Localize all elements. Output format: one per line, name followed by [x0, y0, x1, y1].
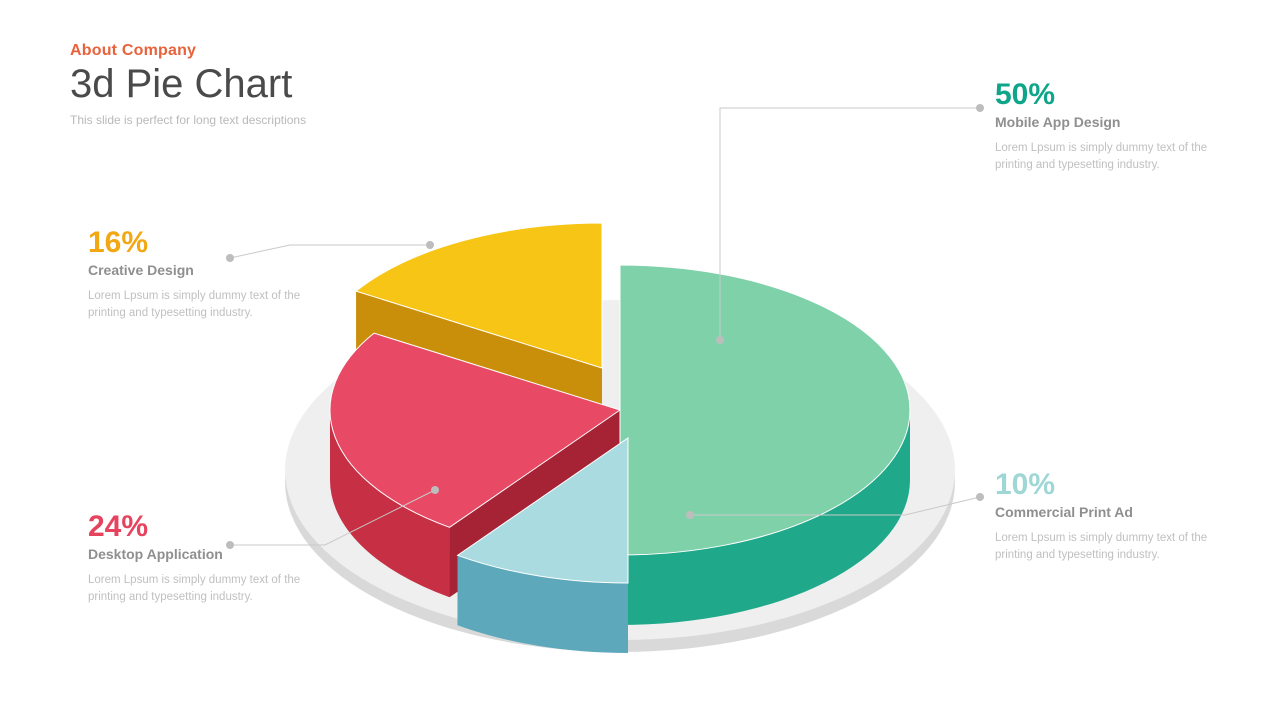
callout-label: Mobile App Design: [995, 114, 1235, 130]
callout-desktop: 24% Desktop Application Lorem Lpsum is sim…: [88, 512, 328, 605]
callout-creative: 16% Creative Design Lorem Lpsum is simply …: [88, 228, 328, 321]
leader-dot: [716, 336, 724, 344]
callout-desc: Lorem Lpsum is simply dummy text of the …: [88, 288, 328, 321]
leader-dot: [976, 104, 984, 112]
callout-percent: 50%: [995, 80, 1235, 110]
callout-label: Commercial Print Ad: [995, 504, 1235, 520]
callout-percent: 10%: [995, 470, 1235, 500]
callout-desc: Lorem Lpsum is simply dummy text of the …: [88, 572, 328, 605]
callout-percent: 16%: [88, 228, 328, 258]
callout-percent: 24%: [88, 512, 328, 542]
callout-desc: Lorem Lpsum is simply dummy text of the …: [995, 140, 1235, 173]
leader-dot: [426, 241, 434, 249]
callout-label: Desktop Application: [88, 546, 328, 562]
leader-dot: [431, 486, 439, 494]
callout-label: Creative Design: [88, 262, 328, 278]
leader-dot: [686, 511, 694, 519]
callout-desc: Lorem Lpsum is simply dummy text of the …: [995, 530, 1235, 563]
callout-mobile: 50% Mobile App Design Lorem Lpsum is simpl…: [995, 80, 1235, 173]
callout-commercial: 10% Commercial Print Ad Lorem Lpsum is sim…: [995, 470, 1235, 563]
leader-dot: [976, 493, 984, 501]
